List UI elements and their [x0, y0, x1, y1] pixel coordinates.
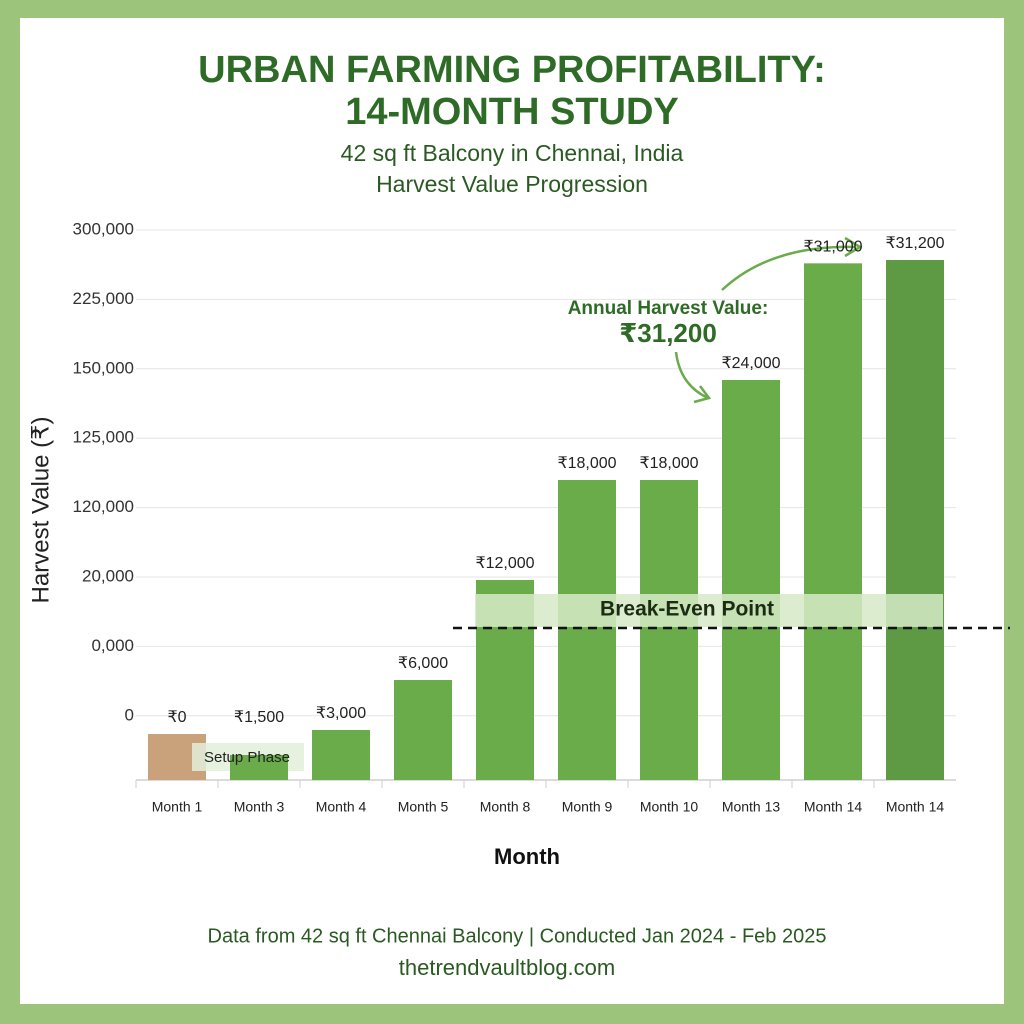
subtitle: 42 sq ft Balcony in Chennai, India: [341, 140, 684, 166]
value-label: ₹0: [167, 709, 186, 726]
x-tick-label: Month 9: [562, 799, 613, 815]
value-label: ₹18,000: [557, 455, 616, 472]
arrowhead: [844, 236, 863, 258]
bar: [640, 480, 698, 780]
value-label: ₹6,000: [398, 655, 448, 672]
value-label: ₹24,000: [721, 355, 780, 372]
arrow: [674, 351, 709, 400]
y-tick-label: 0,000: [91, 636, 134, 655]
footer-note: Data from 42 sq ft Chennai Balcony | Con…: [208, 925, 827, 947]
annotation-value: ₹31,200: [619, 318, 717, 348]
bars: [230, 260, 944, 780]
x-tick-label: Month 3: [234, 799, 285, 815]
bar: [558, 480, 616, 780]
x-tick-label: Month 14: [886, 799, 945, 815]
setup-label: Setup Phase: [204, 749, 290, 766]
x-tick-label: Month 5: [398, 799, 449, 815]
footer-site: thetrendvaultblog.com: [399, 955, 615, 980]
x-tick-label: Month 4: [316, 799, 367, 815]
bar: [230, 755, 288, 780]
subtitle: Harvest Value Progression: [376, 171, 648, 197]
title: URBAN FARMING PROFITABILITY:: [198, 49, 826, 91]
x-tick-label: Month 10: [640, 799, 699, 815]
value-label: ₹18,000: [639, 455, 698, 472]
arrowhead: [693, 385, 712, 404]
y-tick-label: 125,000: [73, 428, 134, 447]
bar: [394, 680, 452, 780]
x-tick-label: Month 14: [804, 799, 863, 815]
arrow: [721, 245, 856, 291]
bar: [886, 260, 944, 780]
value-label: ₹1,500: [234, 709, 284, 726]
x-tick-label: Month 1: [152, 799, 203, 815]
break-even-label: Break-Even Point: [600, 598, 774, 621]
break-even-band: [475, 594, 943, 627]
bar: [312, 730, 370, 780]
title: 14-MONTH STUDY: [345, 91, 679, 133]
value-label: ₹31,200: [885, 235, 944, 252]
value-label: ₹31,000: [803, 239, 862, 256]
y-tick-label: 300,000: [73, 219, 134, 238]
y-tick-label: 0: [125, 705, 134, 724]
x-axis-label: Month: [494, 844, 560, 869]
x-tick-label: Month 13: [722, 799, 781, 815]
y-axis-label: Harvest Value (₹): [27, 417, 54, 604]
bar: [804, 263, 862, 780]
y-tick-label: 150,000: [73, 358, 134, 377]
value-label: ₹12,000: [475, 555, 534, 572]
bar: [722, 380, 780, 780]
y-tick-label: 20,000: [82, 566, 134, 585]
y-tick-label: 225,000: [73, 289, 134, 308]
x-tick-label: Month 8: [480, 799, 531, 815]
y-tick-label: 120,000: [73, 497, 134, 516]
annotation-label: Annual Harvest Value:: [568, 298, 769, 319]
value-label: ₹3,000: [316, 705, 366, 722]
